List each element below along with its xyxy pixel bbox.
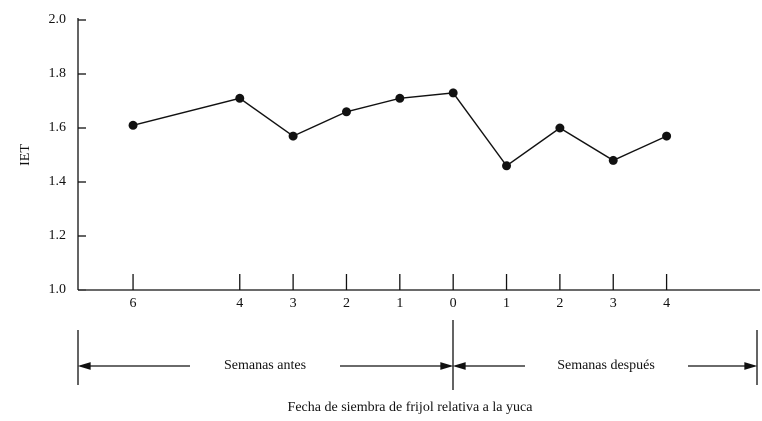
x-tick-label: 6 — [130, 296, 137, 311]
x-tick-label: 1 — [503, 296, 510, 311]
x-tick-label: 4 — [663, 296, 670, 311]
y-axis-label: IET — [18, 144, 33, 166]
x-tick-label: 0 — [450, 296, 457, 311]
arrowheads — [77, 362, 758, 370]
y-tick-label: 2.0 — [49, 12, 67, 27]
x-tick-label: 2 — [343, 296, 350, 311]
x-tick-label: 2 — [556, 296, 563, 311]
y-tick-label: 1.0 — [49, 282, 67, 297]
data-point — [502, 161, 512, 171]
data-point — [341, 107, 351, 117]
data-point — [662, 131, 672, 141]
data-point — [448, 88, 458, 98]
data-point — [555, 123, 565, 133]
data-point — [288, 131, 298, 141]
data-point — [608, 155, 618, 165]
x-tick-label: 3 — [610, 296, 617, 311]
data-line — [132, 92, 667, 167]
period-bracket — [77, 320, 758, 390]
period-label: Semanas antes — [224, 358, 306, 373]
period-label: Semanas después — [557, 358, 655, 373]
y-tick-label: 1.8 — [49, 66, 67, 81]
x-tick-label: 4 — [236, 296, 243, 311]
data-point — [128, 120, 138, 130]
y-tick-label: 1.6 — [49, 120, 67, 135]
x-tick-label: 3 — [290, 296, 297, 311]
data-point — [235, 93, 245, 103]
x-tick-label: 1 — [396, 296, 403, 311]
y-tick-label: 1.2 — [49, 228, 67, 243]
y-tick-label: 1.4 — [49, 174, 67, 189]
data-point — [395, 93, 405, 103]
x-axis-label: Fecha de siembra de frijol relativa a la… — [288, 400, 534, 415]
